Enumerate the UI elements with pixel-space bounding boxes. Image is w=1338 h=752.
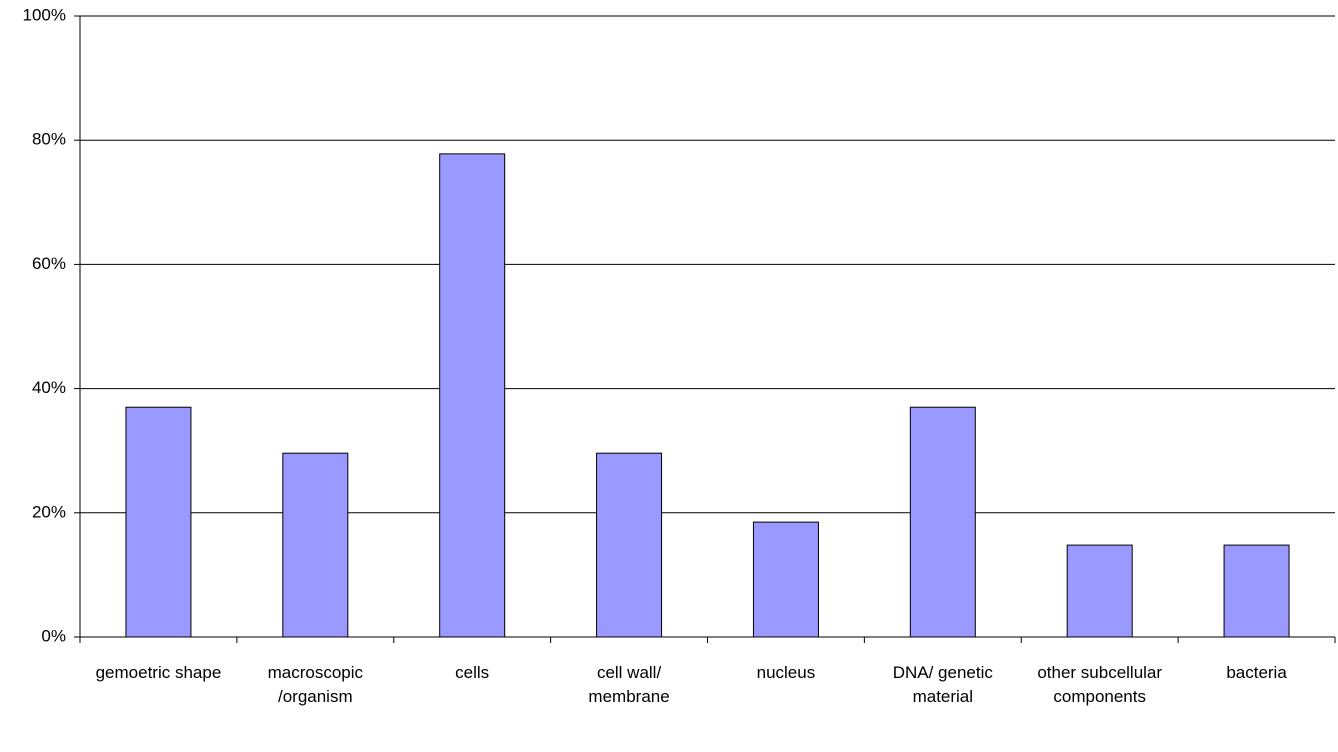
bar xyxy=(1223,544,1290,638)
y-tick-label: 80% xyxy=(32,130,66,149)
x-tick-label: other subcellular components xyxy=(1037,663,1163,706)
bar xyxy=(1066,544,1133,638)
y-tick-label: 20% xyxy=(32,502,66,521)
bar xyxy=(125,406,192,638)
x-tick-label: cell wall/ membrane xyxy=(588,663,670,706)
x-tick-label: gemoetric shape xyxy=(95,663,222,682)
x-tick-label: bacteria xyxy=(1226,663,1287,682)
y-tick-label: 60% xyxy=(32,254,66,273)
bar xyxy=(282,452,349,638)
bar xyxy=(909,406,976,638)
y-tick-label: 40% xyxy=(32,378,66,397)
x-tick-label: cells xyxy=(455,663,490,682)
x-tick-label: DNA/ genetic material xyxy=(892,663,993,706)
y-tick-label: 100% xyxy=(23,5,66,24)
y-tick-label: 0% xyxy=(41,626,66,645)
bar xyxy=(439,153,506,638)
bar xyxy=(752,521,819,638)
x-tick-label: macroscopic /organism xyxy=(267,663,364,706)
x-tick-label: nucleus xyxy=(756,663,816,682)
bar xyxy=(596,452,663,638)
